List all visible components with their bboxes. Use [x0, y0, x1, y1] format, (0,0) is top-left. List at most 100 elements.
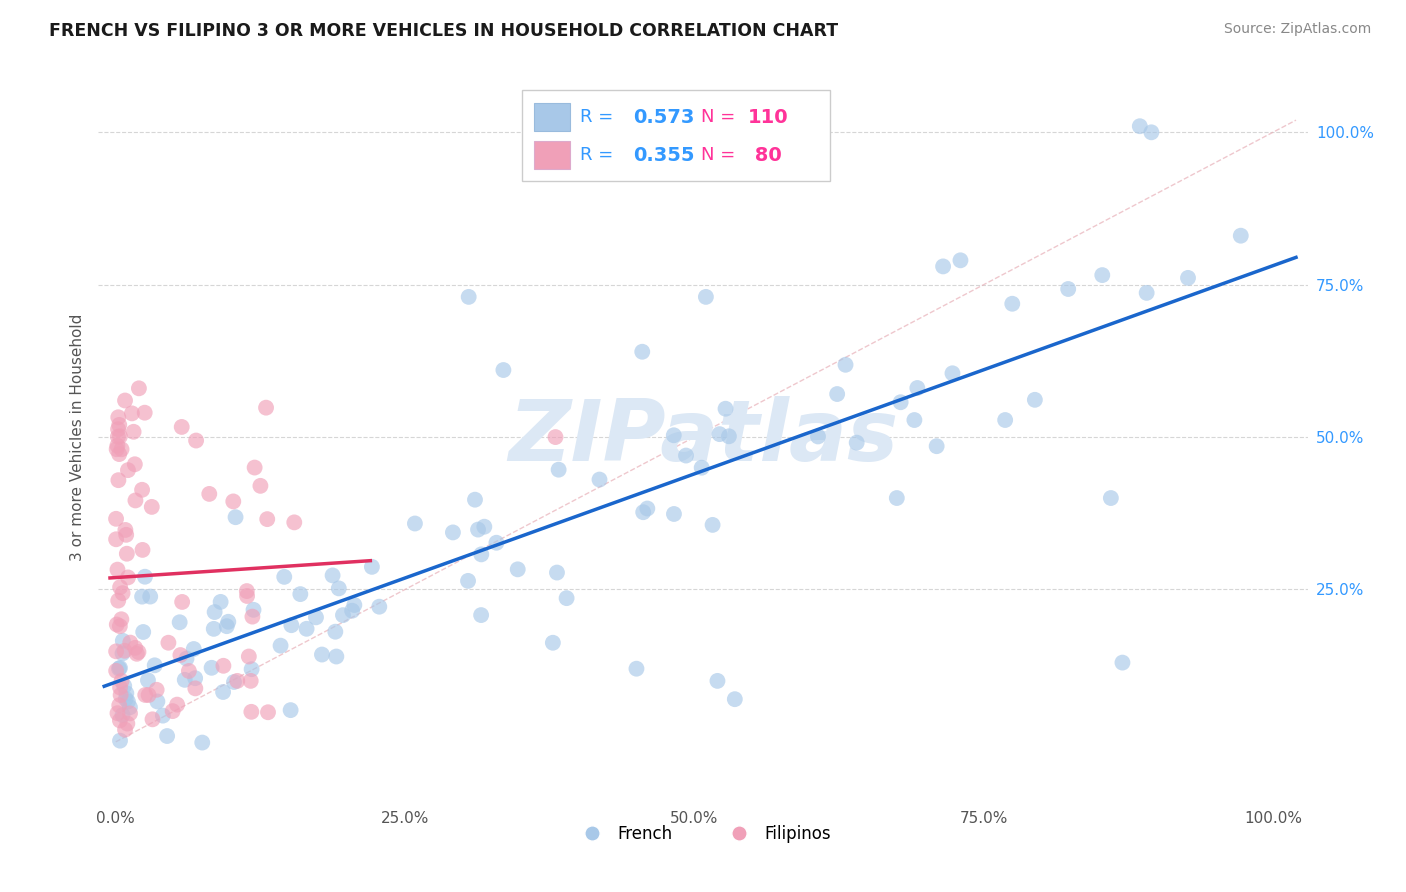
Point	[544, 430, 567, 444]
Point	[117, 463, 139, 477]
Point	[588, 473, 610, 487]
Point	[690, 460, 713, 475]
Point	[131, 590, 153, 604]
Point	[177, 664, 200, 678]
Point	[112, 679, 135, 693]
Point	[328, 582, 350, 596]
Point	[238, 649, 260, 664]
Point	[1129, 120, 1152, 134]
Point	[111, 633, 134, 648]
Point	[485, 535, 508, 549]
Point	[184, 681, 207, 696]
Point	[280, 618, 302, 632]
Point	[343, 598, 366, 612]
Point	[662, 507, 685, 521]
Point	[212, 685, 235, 699]
Point	[280, 703, 302, 717]
Point	[107, 706, 129, 721]
Point	[1229, 228, 1251, 243]
Point	[311, 648, 333, 662]
Point	[457, 290, 479, 304]
Point	[295, 622, 318, 636]
Point	[122, 425, 145, 439]
Point	[114, 723, 136, 737]
Point	[202, 622, 225, 636]
Point	[467, 523, 489, 537]
Point	[1091, 268, 1114, 282]
Point	[169, 648, 191, 662]
Point	[111, 708, 134, 723]
Point	[254, 401, 277, 415]
Point	[332, 608, 354, 623]
Point	[1024, 392, 1046, 407]
Point	[236, 584, 259, 599]
Point	[108, 580, 131, 594]
Point	[134, 688, 156, 702]
Point	[198, 487, 221, 501]
Point	[110, 673, 132, 688]
Point	[118, 706, 141, 721]
Point	[270, 639, 292, 653]
Point	[1177, 271, 1199, 285]
Point	[242, 603, 264, 617]
Point	[124, 457, 146, 471]
Y-axis label: 3 or more Vehicles in Household: 3 or more Vehicles in Household	[69, 313, 84, 561]
Point	[903, 413, 925, 427]
Point	[890, 395, 912, 409]
Point	[170, 420, 193, 434]
Point	[114, 393, 136, 408]
Point	[172, 595, 194, 609]
Point	[162, 704, 184, 718]
Text: R =: R =	[579, 109, 619, 127]
FancyBboxPatch shape	[522, 90, 830, 181]
Point	[141, 500, 163, 514]
Point	[105, 442, 128, 457]
Point	[470, 608, 492, 623]
Point	[108, 698, 131, 713]
Point	[240, 705, 263, 719]
Point	[108, 733, 131, 747]
Point	[506, 562, 529, 576]
Point	[184, 671, 207, 685]
Point	[107, 473, 129, 487]
Point	[239, 673, 262, 688]
Point	[115, 686, 138, 700]
Point	[702, 517, 724, 532]
Point	[136, 673, 159, 688]
Point	[1099, 491, 1122, 505]
Text: ZIPatlas: ZIPatlas	[508, 395, 898, 479]
Point	[139, 590, 162, 604]
Legend: French, Filipinos: French, Filipinos	[569, 818, 837, 849]
Point	[546, 566, 568, 580]
Point	[127, 645, 149, 659]
Point	[243, 460, 266, 475]
Point	[706, 673, 728, 688]
Point	[134, 570, 156, 584]
Point	[110, 442, 132, 457]
Point	[108, 681, 131, 695]
Point	[110, 612, 132, 626]
Point	[108, 429, 131, 443]
Point	[925, 439, 948, 453]
Point	[256, 512, 278, 526]
Point	[249, 479, 271, 493]
Point	[173, 673, 195, 687]
Point	[636, 501, 658, 516]
Point	[117, 694, 139, 708]
Point	[825, 387, 848, 401]
Point	[662, 428, 685, 442]
Point	[1001, 297, 1024, 311]
Point	[132, 625, 155, 640]
Point	[724, 692, 747, 706]
Point	[125, 647, 148, 661]
Point	[169, 615, 191, 630]
Point	[1140, 125, 1163, 139]
Point	[131, 483, 153, 497]
FancyBboxPatch shape	[534, 141, 569, 169]
Point	[209, 595, 232, 609]
Point	[236, 589, 259, 603]
Point	[138, 688, 160, 702]
Point	[457, 574, 479, 588]
Point	[117, 716, 139, 731]
Point	[110, 688, 132, 702]
